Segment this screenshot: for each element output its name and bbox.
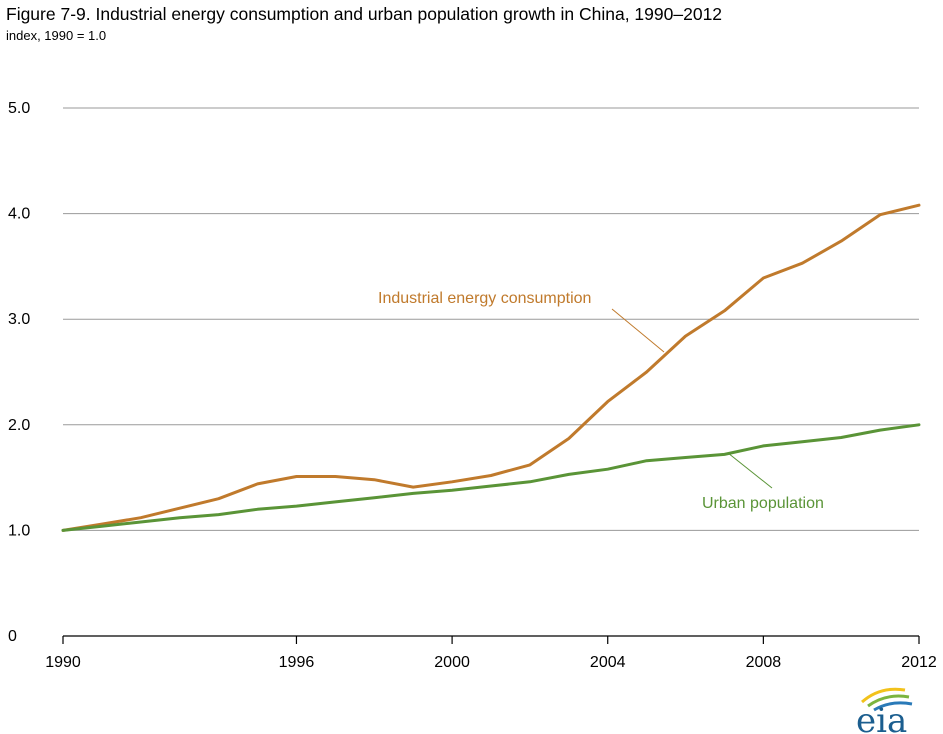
y-axis-ticks: 0 1.0 2.0 3.0 4.0 5.0 xyxy=(8,100,30,645)
y-tick-label: 1.0 xyxy=(8,522,30,539)
x-tick-label: 1990 xyxy=(45,654,81,671)
eia-logo-arc-yellow xyxy=(861,687,906,704)
chart-subtitle: index, 1990 = 1.0 xyxy=(6,28,107,43)
x-tick-label: 2004 xyxy=(590,654,626,671)
y-tick-label: 2.0 xyxy=(8,417,30,434)
chart-title: Figure 7-9. Industrial energy consumptio… xyxy=(6,4,723,24)
x-tick-label: 2008 xyxy=(746,654,782,671)
urban-annotation: Urban population xyxy=(702,495,824,512)
x-axis-ticks: 1990 1996 2000 2004 2008 2012 xyxy=(45,636,937,671)
x-tick-label: 1996 xyxy=(279,654,315,671)
energy-annotation-leader xyxy=(611,308,665,353)
eia-logo: eia xyxy=(856,687,913,734)
eia-logo-text: eia xyxy=(856,701,907,734)
urban-annotation-leader xyxy=(727,452,773,489)
series-lines xyxy=(61,203,921,532)
series-line-industrial-energy xyxy=(61,203,921,532)
y-tick-label: 5.0 xyxy=(8,100,30,117)
eia-logo-arc-green xyxy=(867,694,910,708)
grid-lines xyxy=(63,107,919,531)
y-tick-label: 3.0 xyxy=(8,311,30,328)
y-tick-label: 4.0 xyxy=(8,206,30,223)
eia-logo-arc-blue xyxy=(873,701,913,712)
x-tick-label: 2012 xyxy=(901,654,937,671)
series-line-urban-population xyxy=(61,423,921,532)
x-tick-label: 2000 xyxy=(434,654,470,671)
energy-annotation: Industrial energy consumption xyxy=(378,290,591,307)
y-tick-label: 0 xyxy=(8,628,17,645)
